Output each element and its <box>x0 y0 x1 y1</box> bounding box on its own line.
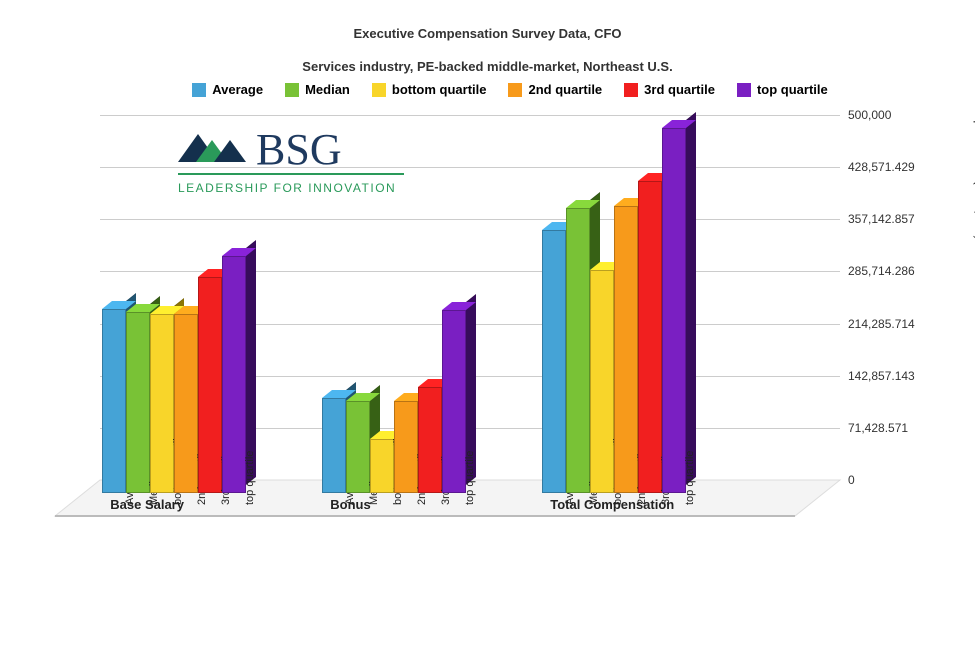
bar-Total-Compensation-bottom-quartile <box>590 270 614 493</box>
brand-logo: BSG LEADERSHIP FOR INNOVATION <box>178 122 438 202</box>
y-tick-label: 0 <box>848 473 855 487</box>
bar-Total-Compensation-top-quartile <box>662 128 686 493</box>
bar-Bonus-Median <box>346 401 370 493</box>
y-tick-label: 428,571.429 <box>848 160 915 174</box>
bar-label: top quartile <box>684 450 696 504</box>
bar-Total-Compensation-Median <box>566 208 590 493</box>
y-tick-label: 285,714.286 <box>848 264 915 278</box>
group-label-Bonus: Bonus <box>330 497 370 512</box>
y-tick-label: 357,142.857 <box>848 212 915 226</box>
gridline <box>100 219 840 220</box>
chart-title-line1: Executive Compensation Survey Data, CFO <box>353 26 621 41</box>
bar-Base-Salary-Average <box>102 309 126 493</box>
bar-Bonus-top-quartile <box>442 310 466 493</box>
bar-Bonus-2nd-quartile <box>394 401 418 493</box>
legend-label: Average <box>212 82 263 97</box>
legend-swatch <box>508 83 522 97</box>
gridline <box>100 115 840 116</box>
y-tick-label: 71,428.571 <box>848 421 908 435</box>
legend-swatch <box>285 83 299 97</box>
bar-label: top quartile <box>464 450 476 504</box>
legend-item-Average: Average <box>192 82 263 97</box>
legend-swatch <box>624 83 638 97</box>
legend-item-bottom-quartile: bottom quartile <box>372 82 487 97</box>
legend-swatch <box>372 83 386 97</box>
bar-Bonus-bottom-quartile <box>370 439 394 493</box>
y-tick-label: 214,285.714 <box>848 317 915 331</box>
legend-swatch <box>737 83 751 97</box>
bar-Total-Compensation-3rd-quartile <box>638 181 662 493</box>
legend-label: bottom quartile <box>392 82 487 97</box>
logo-tagline: LEADERSHIP FOR INNOVATION <box>178 181 396 195</box>
legend-item-top-quartile: top quartile <box>737 82 828 97</box>
y-tick-label: 142,857.143 <box>848 369 915 383</box>
group-label-Base-Salary: Base Salary <box>110 497 184 512</box>
bar-Total-Compensation-2nd-quartile <box>614 206 638 493</box>
legend-label: 2nd quartile <box>528 82 602 97</box>
bar-Total-Compensation-Average <box>542 230 566 493</box>
bar-Base-Salary-bottom-quartile <box>150 314 174 492</box>
chart-title-line2: Services industry, PE-backed middle-mark… <box>302 59 672 74</box>
bar-Base-Salary-top-quartile <box>222 256 246 493</box>
legend-label: Median <box>305 82 350 97</box>
gridline <box>100 167 840 168</box>
y-tick-label: 500,000 <box>848 108 891 122</box>
legend-label: 3rd quartile <box>644 82 715 97</box>
legend-item-2nd-quartile: 2nd quartile <box>508 82 602 97</box>
bar-Base-Salary-2nd-quartile <box>174 314 198 492</box>
legend-label: top quartile <box>757 82 828 97</box>
legend: Average Median bottom quartile 2nd quartile… <box>150 82 870 97</box>
bar-Bonus-3rd-quartile <box>418 387 442 493</box>
legend-item-Median: Median <box>285 82 350 97</box>
bar-Base-Salary-Median <box>126 312 150 492</box>
bar-Bonus-Average <box>322 398 346 493</box>
bar-side <box>686 112 696 485</box>
group-label-Total-Compensation: Total Compensation <box>550 497 674 512</box>
bar-Base-Salary-3rd-quartile <box>198 277 222 493</box>
legend-item-3rd-quartile: 3rd quartile <box>624 82 715 97</box>
bar-side <box>246 240 256 485</box>
legend-swatch <box>192 83 206 97</box>
bar-label: top quartile <box>244 450 256 504</box>
